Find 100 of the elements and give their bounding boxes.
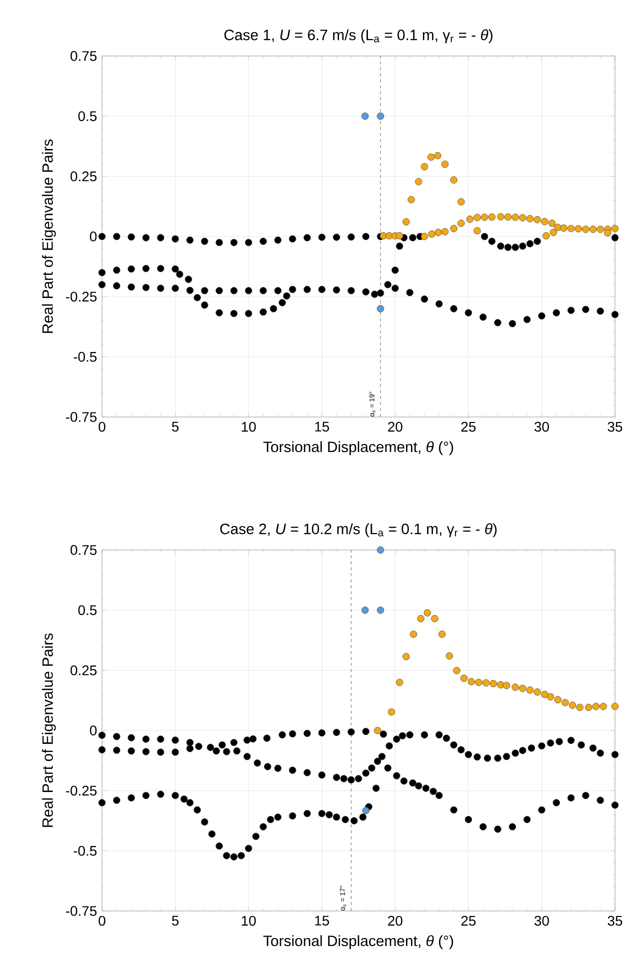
point (502, 682, 510, 690)
point (396, 232, 404, 240)
point (386, 232, 393, 240)
point (424, 609, 431, 616)
point (497, 681, 504, 688)
point (480, 214, 488, 221)
point (568, 702, 576, 709)
point (388, 708, 396, 716)
x-tick-label: 25 (461, 422, 476, 432)
y-tick-label: 0.75 (70, 545, 97, 555)
x-tick-label: 25 (461, 916, 476, 926)
point (410, 630, 418, 638)
point (519, 214, 526, 222)
y-axis-title: Real Part of Eigenvalue Pairs (42, 633, 56, 827)
point (488, 213, 496, 221)
x-tick-label: 5 (172, 916, 179, 926)
point (574, 225, 582, 232)
point (582, 226, 590, 233)
point (376, 305, 384, 312)
point (408, 196, 415, 204)
point (446, 652, 453, 660)
point (396, 678, 404, 686)
x-tick-label: 15 (315, 422, 330, 432)
point (550, 228, 558, 236)
point (466, 216, 474, 223)
y-tick-label: -0.5 (74, 846, 97, 856)
point (374, 726, 382, 734)
x-tick-label: 5 (172, 422, 179, 432)
x-axis-title: Torsional Displacement, θ (°) (263, 935, 454, 950)
point (497, 213, 504, 220)
point (475, 678, 482, 686)
y-tick-label: 0 (90, 232, 97, 242)
point (576, 704, 584, 711)
y-tick-label: -0.75 (66, 412, 97, 422)
point (482, 679, 490, 686)
point (402, 653, 410, 660)
point (420, 232, 428, 240)
x-tick-label: 30 (534, 422, 549, 432)
chart-title: Case 2, U = 10.2 m/s (L$_{a}$ = 0.1 m, γ$_{r}$ = - θ) (220, 523, 497, 538)
x-tick-label: 20 (388, 422, 402, 432)
x-tick-label: 10 (242, 916, 256, 926)
y-tick-label: 0.75 (70, 51, 97, 61)
y-tick-label: 0.5 (78, 605, 97, 616)
x-axis-title: Torsional Displacement, θ (°) (263, 441, 454, 456)
point (361, 112, 369, 120)
point (548, 220, 556, 227)
y-tick-label: 0.5 (78, 111, 97, 122)
x-tick-label: 35 (608, 422, 622, 432)
point (420, 163, 428, 170)
point (450, 224, 458, 232)
point (474, 227, 481, 234)
point (468, 678, 475, 686)
x-tick-label: 30 (534, 916, 549, 926)
point (519, 684, 526, 692)
point (567, 224, 575, 232)
chart-title: Case 1, U = 6.7 m/s (L$_{a}$ = 0.1 m, γ$_{r}$ = - θ) (224, 29, 492, 44)
y-tick-label: -0.75 (66, 906, 97, 916)
x-tick-label: 35 (608, 916, 622, 926)
point (458, 198, 465, 206)
point (542, 232, 550, 240)
point (474, 214, 481, 222)
y-tick-label: -0.5 (74, 352, 97, 362)
point (453, 666, 460, 674)
y-tick-label: 0.25 (70, 665, 97, 676)
point (438, 630, 446, 638)
point (434, 228, 442, 236)
x-tick-label: 10 (242, 422, 256, 432)
x-tick-label: 15 (315, 916, 330, 926)
point (402, 218, 410, 226)
point (458, 220, 465, 227)
point (611, 224, 619, 232)
point (376, 112, 384, 120)
point (526, 215, 534, 222)
point (560, 224, 568, 232)
point (441, 160, 449, 168)
point (589, 226, 597, 233)
point (434, 152, 442, 160)
point (604, 229, 612, 236)
point (541, 690, 548, 698)
point (376, 606, 384, 614)
point (526, 686, 534, 694)
point (460, 674, 468, 682)
y-tick-label: -0.25 (66, 786, 97, 796)
point (512, 684, 519, 691)
point (428, 230, 436, 238)
point (361, 606, 369, 614)
y-tick-label: -0.25 (66, 292, 97, 302)
point (611, 702, 619, 710)
point (534, 688, 541, 696)
point (376, 546, 384, 554)
point (417, 614, 424, 622)
point (512, 214, 519, 221)
point (585, 704, 592, 711)
point (431, 614, 438, 622)
point (490, 680, 497, 688)
x-tick-label: 0 (98, 916, 106, 926)
x-tick-label: 0 (98, 422, 106, 432)
point (450, 176, 458, 184)
point (441, 228, 449, 236)
point (414, 178, 422, 186)
